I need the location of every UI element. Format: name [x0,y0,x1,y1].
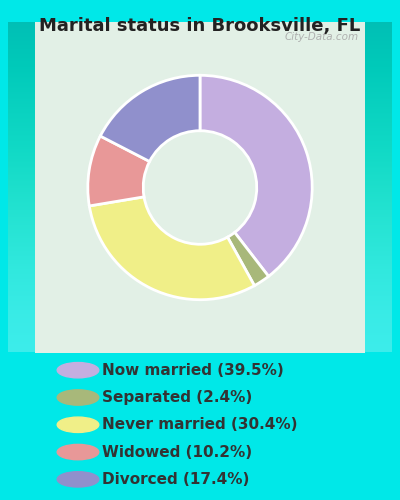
Text: Separated (2.4%): Separated (2.4%) [102,390,252,405]
Circle shape [57,444,99,460]
Wedge shape [88,136,150,206]
Circle shape [57,390,99,405]
Wedge shape [89,197,254,300]
Wedge shape [200,76,312,276]
Text: Marital status in Brooksville, FL: Marital status in Brooksville, FL [39,18,361,36]
Text: Divorced (17.4%): Divorced (17.4%) [102,472,249,487]
Text: Now married (39.5%): Now married (39.5%) [102,362,284,378]
Circle shape [57,417,99,432]
Wedge shape [100,76,200,162]
Wedge shape [228,232,268,285]
Circle shape [57,472,99,487]
Text: Widowed (10.2%): Widowed (10.2%) [102,444,252,460]
Bar [35,22,365,352]
Text: City-Data.com: City-Data.com [284,32,358,42]
Circle shape [57,362,99,378]
Text: Never married (30.4%): Never married (30.4%) [102,418,298,432]
